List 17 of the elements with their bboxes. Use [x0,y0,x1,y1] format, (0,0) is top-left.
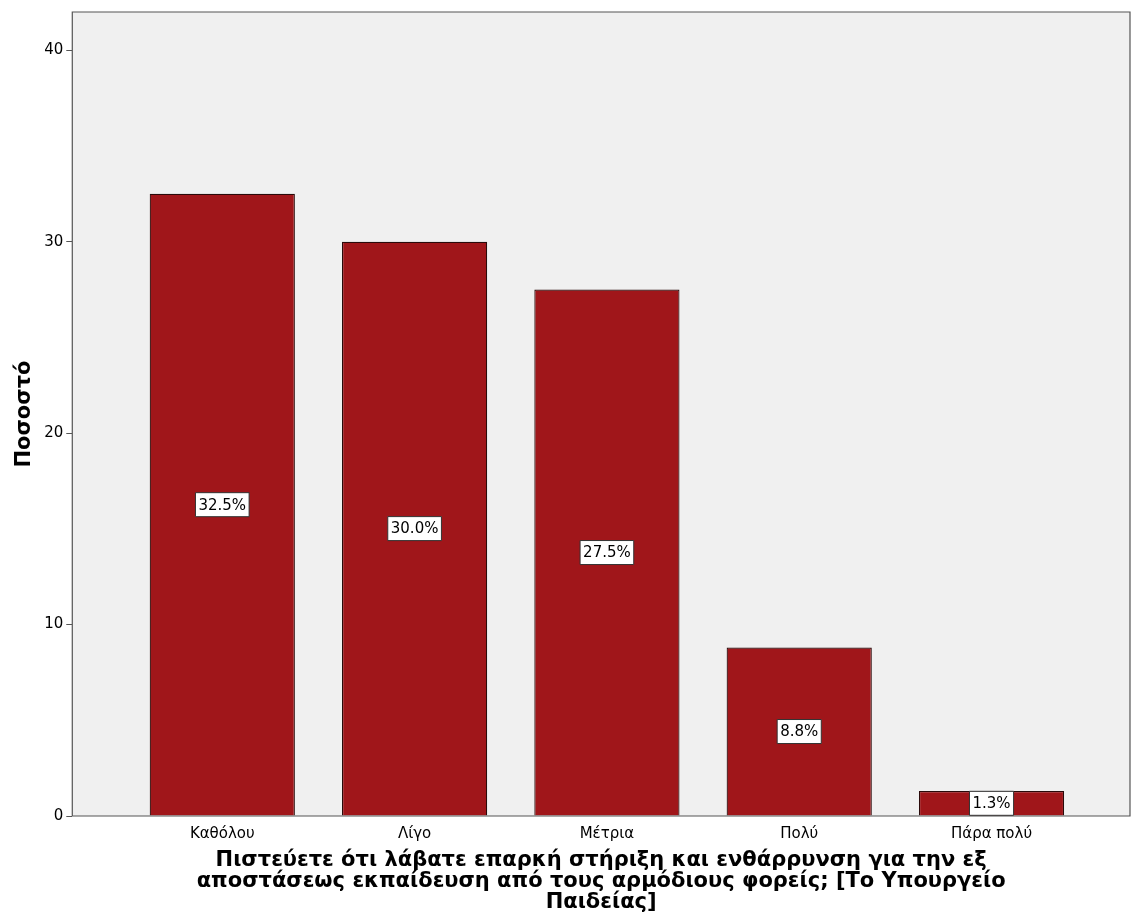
data-label: 1.3% [972,794,1011,813]
x-tick-label: Πολύ [780,823,819,842]
y-tick-label: 20 [44,423,64,442]
y-tick-label: 10 [44,614,64,633]
y-tick-label: 30 [44,231,64,250]
y-axis-title: Ποσοστό [11,360,36,468]
data-label: 8.8% [780,722,819,741]
y-tick-label: 40 [44,40,64,59]
x-tick-label: Μέτρια [579,823,635,842]
data-label: 27.5% [583,543,631,562]
data-label: 32.5% [198,495,247,514]
x-tick-label: Καθόλου [189,823,255,842]
data-label: 30.0% [390,519,439,538]
y-tick-label: 0 [53,805,64,824]
x-axis-title: Πιστεύετε ότι λάβατε επαρκή στήριξη και ενθάρρυνση για την εξ αποστάσεως εκπαίδευση από τους αρμόδιους φορείς; [Το Υπουργείο Παιδείας] [196,846,1006,913]
x-tick-label: Λίγο [397,823,432,842]
x-tick-label: Πάρα πολύ [950,823,1033,842]
